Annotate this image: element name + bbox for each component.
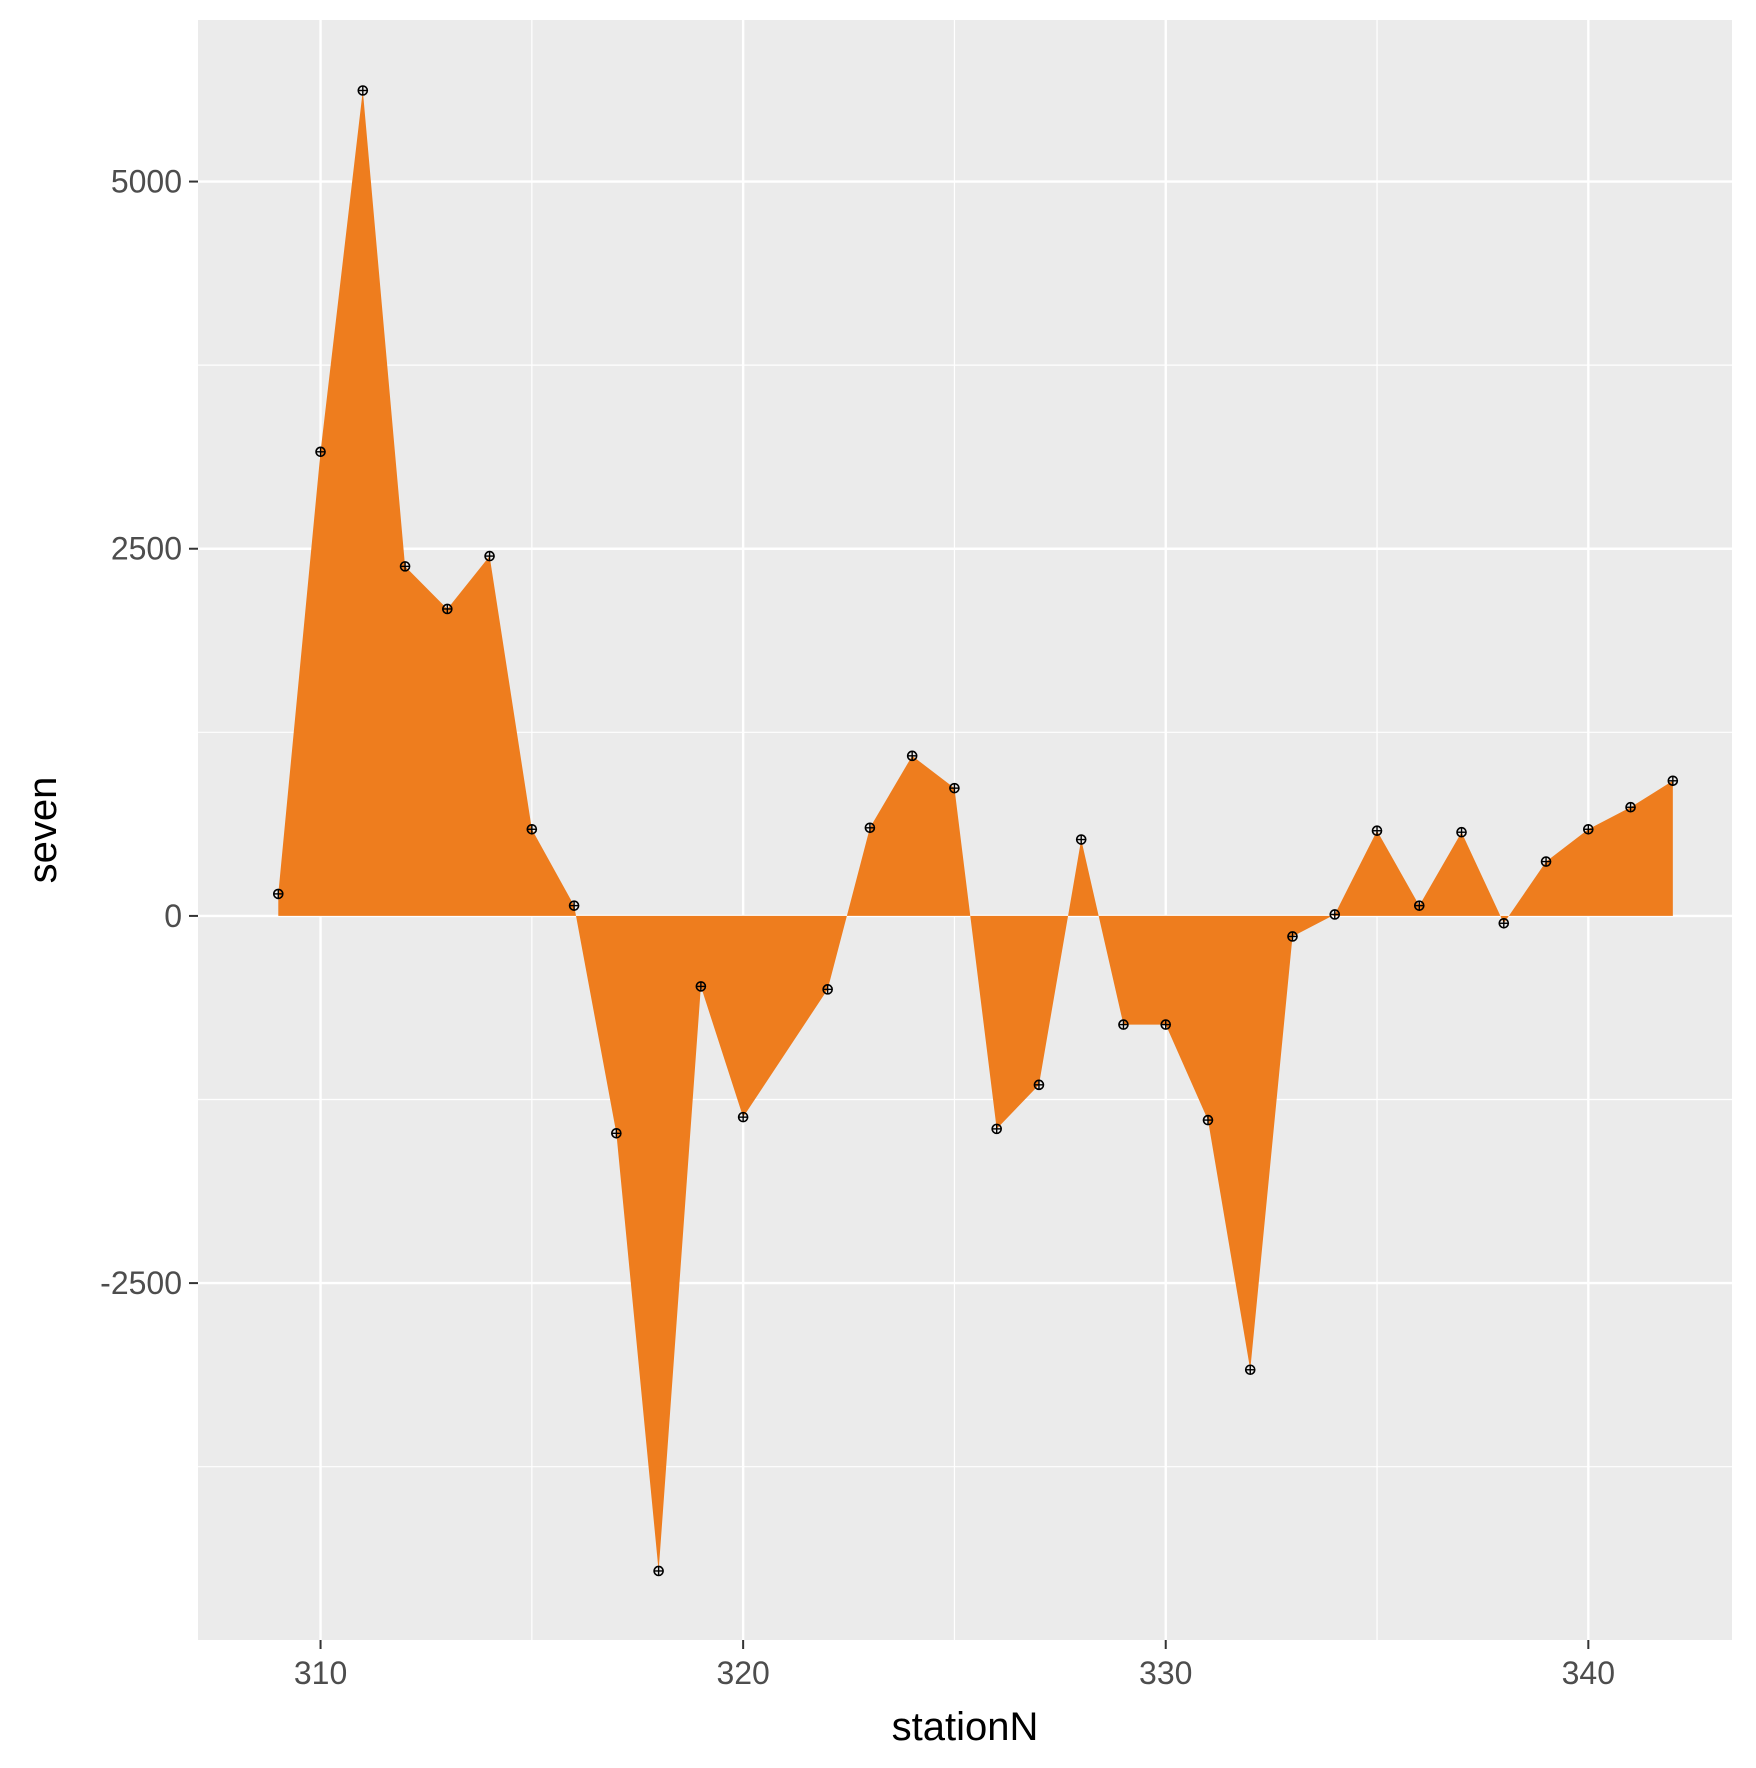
data-point: [906, 750, 918, 762]
axis-tick-labels: 310 320 330 340 -2500 0 2500 5000: [100, 164, 1615, 1691]
data-point: [1667, 775, 1679, 787]
x-tick-label: 310: [294, 1655, 347, 1691]
y-tick-label: -2500: [100, 1265, 182, 1301]
area-series: [278, 90, 1673, 1571]
y-tick-label: 2500: [111, 531, 182, 567]
data-point: [568, 900, 580, 911]
data-point: [1287, 931, 1298, 942]
data-point: [484, 550, 495, 562]
data-point: [1118, 1019, 1129, 1030]
data-point: [442, 603, 453, 615]
axis-ticks: [189, 180, 1590, 1649]
data-point: [526, 823, 538, 835]
data-point: [1329, 909, 1341, 920]
data-point: [315, 446, 326, 458]
y-tick-label: 5000: [111, 164, 182, 200]
data-point: [357, 85, 369, 96]
y-tick-label: 0: [164, 898, 182, 934]
data-point: [1498, 917, 1510, 929]
x-tick-label: 320: [716, 1655, 769, 1691]
data-point: [1244, 1364, 1256, 1376]
data-point: [1625, 801, 1636, 813]
data-point: [991, 1123, 1002, 1135]
x-tick-label: 330: [1139, 1655, 1192, 1691]
data-point: [864, 822, 876, 834]
data-point: [1202, 1114, 1214, 1126]
x-tick-label: 340: [1562, 1655, 1615, 1691]
y-axis-title: seven: [21, 777, 65, 884]
x-axis-title: stationN: [892, 1705, 1039, 1749]
data-point: [1033, 1079, 1045, 1091]
points-layer: [272, 85, 1679, 1577]
data-point: [949, 782, 960, 794]
data-point: [272, 888, 284, 900]
data-point: [1413, 900, 1425, 911]
data-point: [653, 1565, 664, 1577]
data-point: [399, 561, 411, 572]
data-point: [695, 981, 707, 992]
data-point: [1371, 825, 1383, 837]
data-point: [1075, 834, 1087, 845]
data-point: [1160, 1019, 1172, 1030]
area-layer: [278, 90, 1673, 1571]
data-point: [611, 1127, 622, 1139]
data-point: [1540, 856, 1552, 867]
data-point: [1583, 823, 1594, 835]
data-point: [1456, 826, 1467, 838]
data-point: [737, 1111, 749, 1123]
data-point: [822, 984, 833, 995]
